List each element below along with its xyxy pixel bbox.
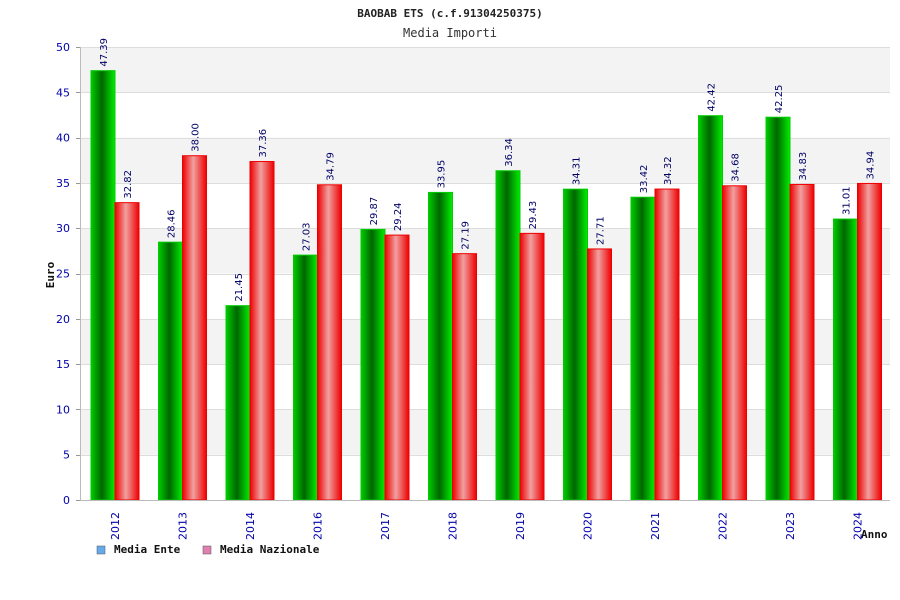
- y-tick-label: 15: [56, 358, 70, 371]
- grid-band: [80, 47, 890, 93]
- bar-media-nazionale: [587, 248, 612, 501]
- data-label: 28.46: [167, 210, 178, 239]
- grid-band: [80, 92, 890, 138]
- x-tick-label: 2018: [447, 512, 460, 540]
- y-tick-label: 5: [63, 449, 70, 462]
- y-tick-label: 30: [56, 222, 70, 235]
- bar-media-ente: [833, 218, 858, 501]
- bar-media-nazionale: [722, 185, 747, 501]
- bar-media-nazionale: [317, 184, 342, 501]
- legend-label-media-ente: Media Ente: [114, 543, 181, 556]
- data-label: 34.79: [326, 152, 337, 181]
- grid-band: [80, 228, 890, 274]
- y-tick-label: 25: [56, 268, 70, 281]
- x-tick-label: 2023: [784, 512, 797, 540]
- bar-media-ente: [563, 188, 588, 501]
- chart-title: BAOBAB ETS (c.f.91304250375): [357, 7, 542, 20]
- bar-media-ente: [495, 170, 521, 501]
- x-tick-label: 2017: [379, 512, 392, 540]
- data-label: 37.36: [258, 129, 269, 158]
- bar-media-nazionale: [114, 202, 140, 501]
- bar-media-nazionale: [519, 232, 545, 501]
- x-tick-label: 2013: [177, 512, 190, 540]
- grid-band: [80, 273, 890, 319]
- data-label: 29.43: [528, 201, 539, 230]
- bar-media-ente: [90, 70, 116, 501]
- data-label: 27.03: [302, 222, 313, 251]
- data-label: 34.83: [798, 152, 809, 181]
- y-tick-label: 35: [56, 177, 70, 190]
- bar-media-ente: [225, 305, 251, 501]
- grid-band: [80, 364, 890, 410]
- x-tick-label: 2016: [312, 512, 325, 540]
- bar-media-ente: [698, 115, 723, 501]
- y-tick-label: 45: [56, 86, 70, 99]
- data-label: 47.39: [99, 38, 110, 67]
- value-labels: 47.39 32.82 28.46 38.00 21.45 37.36 27.03 34.79…: [99, 38, 877, 302]
- bar-media-nazionale: [654, 188, 680, 501]
- x-tick-label: 2022: [717, 512, 730, 540]
- y-tick-label: 0: [63, 494, 70, 507]
- legend: Media Ente Media Nazionale: [96, 543, 320, 556]
- grid-band: [80, 182, 890, 229]
- data-label: 34.68: [731, 153, 742, 182]
- data-label: 27.71: [596, 216, 607, 245]
- data-label: 29.24: [393, 202, 404, 231]
- y-tick-label: 40: [56, 132, 70, 145]
- legend-label-media-nazionale: Media Nazionale: [220, 543, 320, 556]
- data-label: 31.01: [842, 186, 853, 215]
- grid-band: [80, 454, 890, 500]
- bar-media-nazionale: [249, 161, 275, 501]
- bar-media-ente: [428, 191, 453, 501]
- grid-band: [80, 137, 890, 183]
- data-label: 33.42: [639, 165, 650, 194]
- data-label: 29.87: [369, 197, 380, 226]
- bar-media-ente: [630, 196, 656, 501]
- y-tick-label: 10: [56, 403, 70, 416]
- data-label: 21.45: [234, 273, 245, 302]
- bar-media-nazionale: [452, 253, 477, 501]
- bar-media-nazionale: [182, 155, 207, 501]
- bars: [90, 70, 882, 501]
- bar-media-nazionale: [384, 234, 410, 501]
- data-label: 27.19: [461, 221, 472, 250]
- x-tick-label: 2019: [514, 512, 527, 540]
- legend-swatch-media-ente: [96, 545, 106, 555]
- x-tick-label: 2012: [109, 512, 122, 540]
- data-label: 38.00: [191, 123, 202, 152]
- y-tick-label: 50: [56, 41, 70, 54]
- x-axis-label: Anno: [861, 528, 888, 541]
- y-axis-label: Euro: [44, 261, 57, 288]
- x-axis-ticks: 2012 2013 2014 2016 2017 2018 2019 2020 2021 2022…: [109, 512, 865, 540]
- legend-swatch-media-nazionale: [202, 545, 212, 555]
- y-tick-label: 20: [56, 313, 70, 326]
- data-label: 32.82: [123, 170, 134, 199]
- bar-media-ente: [158, 241, 183, 501]
- data-label: 42.42: [707, 83, 718, 112]
- data-label: 34.94: [866, 151, 877, 180]
- bar-media-ente: [293, 254, 318, 501]
- data-label: 34.31: [572, 157, 583, 186]
- y-axis-ticks: 0 5 10 15 20 25 30 35 40 45 50: [56, 41, 80, 507]
- bar-media-ente: [765, 116, 791, 501]
- data-label: 34.32: [663, 156, 674, 185]
- chart-subtitle: Media Importi: [403, 26, 497, 40]
- data-label: 42.25: [774, 85, 785, 114]
- data-label: 33.95: [437, 160, 448, 189]
- bar-media-nazionale: [857, 182, 882, 501]
- x-tick-label: 2024: [852, 512, 865, 540]
- bar-media-nazionale: [789, 183, 815, 501]
- x-tick-label: 2020: [582, 512, 595, 540]
- bar-media-ente: [360, 228, 386, 501]
- grid-band: [80, 318, 890, 365]
- x-tick-label: 2021: [649, 512, 662, 540]
- grid-band: [80, 409, 890, 455]
- x-tick-label: 2014: [244, 512, 257, 540]
- data-label: 36.34: [504, 138, 515, 167]
- plot-background: [80, 47, 890, 500]
